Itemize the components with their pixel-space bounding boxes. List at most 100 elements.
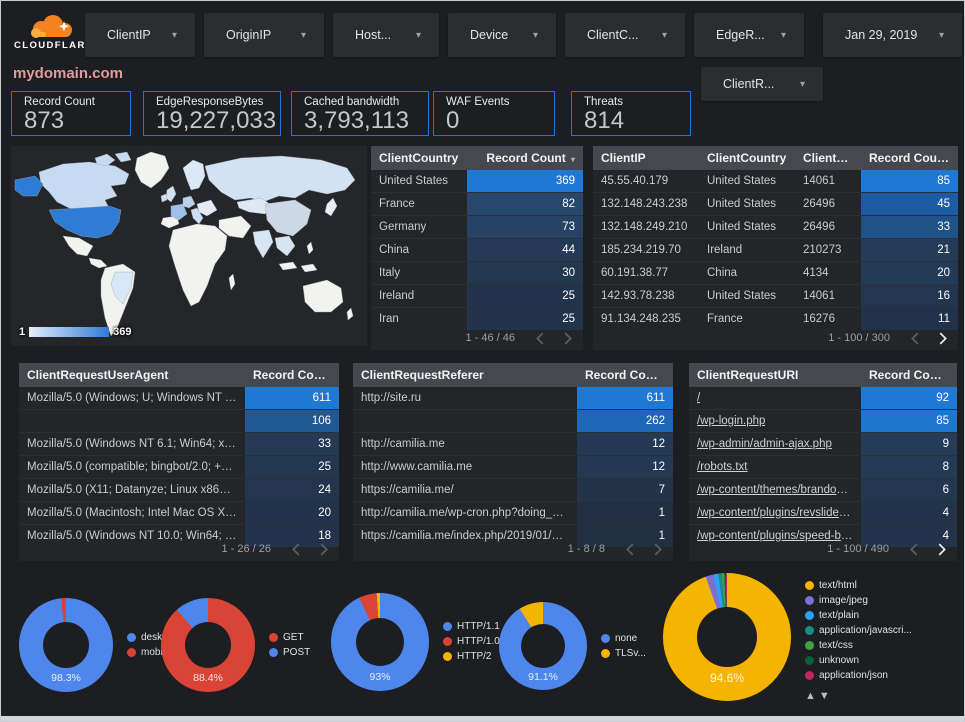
filter-chip-clientip[interactable]: ClientIP ▾ [85,13,195,57]
country-shape-base[interactable] [218,215,252,239]
country-shape-centralasia[interactable] [236,197,274,215]
legend-item[interactable]: mobile [127,647,173,659]
table-row[interactable]: / 92 [689,387,957,409]
country-shape-base[interactable] [300,263,318,273]
table-row[interactable]: /wp-content/themes/brandon/plu... 6 [689,478,957,501]
legend-item[interactable]: deskt... [127,632,173,644]
country-shape-china[interactable] [264,199,312,237]
country-shape-base[interactable] [302,279,344,313]
column-header-clientrequestuseragent[interactable]: ClientRequestUserAgent [27,368,169,382]
country-shape-base[interactable] [278,261,298,271]
scorecard-edgeresponsebytes[interactable]: EdgeResponseBytes 19,227,033 [143,91,281,136]
legend-item[interactable]: application/json [805,670,912,682]
uri-link[interactable]: /robots.txt [697,461,748,473]
table-row[interactable]: 142.93.78.238 United States 14061 16 [593,284,958,307]
filter-chip-clientc[interactable]: ClientC... ▾ [565,13,685,57]
table-row[interactable]: 91.134.248.235 France 16276 11 [593,307,958,330]
legend-item[interactable]: none [601,633,646,645]
table-row[interactable]: United States 369 [371,170,583,192]
donut-device-type[interactable]: 98.3% [19,598,113,692]
column-header-clientcountry[interactable]: ClientCountry [707,151,787,165]
table-row[interactable]: /wp-admin/admin-ajax.php 9 [689,432,957,455]
column-header-clientrequestreferer[interactable]: ClientRequestReferer [361,368,484,382]
table-row[interactable]: Mozilla/5.0 (Windows; U; Windows NT 5.1;… [19,387,339,409]
column-header-recordcount[interactable]: Record Count ▾ [486,151,575,165]
table-row[interactable]: http://camilia.me 12 [353,432,673,455]
table-row[interactable]: /wp-content/plugins/speed-booste...4 [689,524,957,547]
legend-item[interactable]: text/plain [805,610,912,622]
uri-link[interactable]: / [697,392,701,404]
legend-item[interactable]: HTTP/1.1 [443,621,501,633]
table-row[interactable]: 262 [353,409,673,432]
table-row[interactable]: 132.148.249.210 United States 26496 33 [593,215,958,238]
legend-item[interactable]: GET [269,632,310,644]
prev-page-button[interactable] [910,331,919,345]
uri-link[interactable]: /wp-content/themes/brandon/plu... [697,484,853,496]
donut-content-type[interactable]: 94.6% [663,573,791,701]
table-row[interactable]: Mozilla/5.0 (Macintosh; Intel Mac OS X 1… [19,501,339,524]
next-page-button[interactable] [939,331,948,345]
table-row[interactable]: Mozilla/5.0 (Windows NT 6.1; Win64; x64;… [19,432,339,455]
country-shape-united-states[interactable] [48,205,122,239]
column-header-clientasn[interactable]: ClientASN [803,151,861,165]
legend-item[interactable]: text/css [805,640,912,652]
scorecard-record-count[interactable]: Record Count 873 [11,91,131,136]
table-row[interactable]: Germany 73 [371,215,583,238]
country-shape-base[interactable] [134,151,170,189]
table-row[interactable]: Mozilla/5.0 (compatible; bingbot/2.0; +h… [19,455,339,478]
table-row[interactable]: China 44 [371,238,583,261]
country-shape-germany[interactable] [182,195,196,209]
table-row[interactable]: 185.234.219.70 Ireland 210273 21 [593,238,958,261]
column-header-clientcountry[interactable]: ClientCountry [379,151,459,165]
country-shape-base[interactable] [168,223,228,307]
country-shape-canada[interactable] [94,153,116,167]
country-shape-base[interactable] [346,307,354,321]
table-row[interactable]: /wp-content/plugins/revslider/rs-p... 4 [689,501,957,524]
uri-link[interactable]: /wp-admin/admin-ajax.php [697,438,832,450]
table-row[interactable]: /robots.txt 8 [689,455,957,478]
country-shape-canada[interactable] [114,151,132,163]
column-header-recordcount[interactable]: Record Count ▾ [869,151,958,165]
filter-chip-originip[interactable]: OriginIP ▾ [204,13,324,57]
table-row[interactable]: 45.55.40.179 United States 14061 85 [593,170,958,192]
table-row[interactable]: 60.191.38.77 China 4134 20 [593,261,958,284]
date-range-filter[interactable]: Jan 29, 2019 ▾ [823,13,962,57]
legend-item[interactable]: application/javascri... [805,625,912,637]
next-page-button[interactable] [938,542,947,556]
legend-sort-desc-icon[interactable]: ▼ [818,690,833,702]
country-shape-india[interactable] [252,229,274,259]
table-row[interactable]: Mozilla/5.0 (Windows NT 10.0; Win64; x64… [19,524,339,547]
prev-page-button[interactable] [291,542,300,556]
filter-chip-device[interactable]: Device ▾ [448,13,556,57]
country-shape-france[interactable] [170,203,188,221]
country-shape-italy[interactable] [190,207,204,225]
table-row[interactable]: France 82 [371,192,583,215]
column-header-clientip[interactable]: ClientIP [601,151,646,165]
country-shape-canada[interactable] [38,161,130,213]
table-row[interactable]: /wp-login.php 85 [689,409,957,432]
country-shape-base[interactable] [62,235,94,257]
table-row[interactable]: https://camilia.me/7 [353,478,673,501]
legend-item[interactable]: HTTP/2 [443,651,501,663]
table-row[interactable]: Mozilla/5.0 (X11; Datanyze; Linux x86_64… [19,478,339,501]
scorecard-threats[interactable]: Threats 814 [571,91,691,136]
legend-sort-asc-icon[interactable]: ▲ [805,690,819,702]
uri-link[interactable]: /wp-login.php [697,415,766,427]
country-shape-base[interactable] [88,257,108,269]
scorecard-waf-events[interactable]: WAF Events 0 [433,91,555,136]
table-row[interactable]: Italy 30 [371,261,583,284]
country-shape-russia[interactable] [204,155,356,203]
scorecard-cached-bandwidth[interactable]: Cached bandwidth 3,793,113 [291,91,429,136]
table-row[interactable]: http://camilia.me/wp-cron.php?doing_wp_c… [353,501,673,524]
world-map-chart[interactable]: 1 369 [11,146,367,346]
table-row[interactable]: http://site.ru 611 [353,387,673,409]
donut-tls-version[interactable]: 91.1% [499,602,587,690]
legend-item[interactable]: unknown [805,655,912,667]
table-row[interactable]: Ireland 25 [371,284,583,307]
horizontal-scrollbar[interactable] [1,716,964,721]
table-row[interactable]: Iran 25 [371,307,583,330]
column-header-clientrequesturi[interactable]: ClientRequestURI [697,368,799,382]
country-shape-united-states[interactable] [14,175,44,197]
next-page-button[interactable] [654,542,663,556]
column-header-recordcount[interactable]: Record Count ▾ [869,368,957,382]
